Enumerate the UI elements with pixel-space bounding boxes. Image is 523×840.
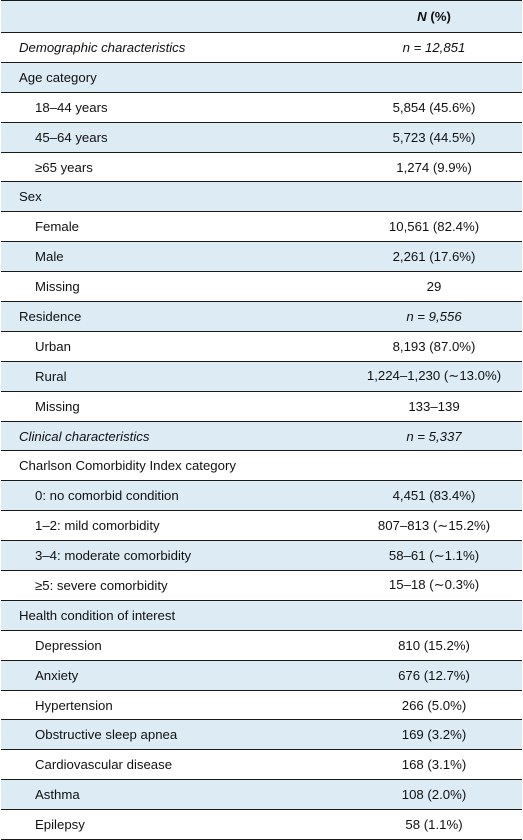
row-value: 266 (5.0%) (346, 689, 522, 720)
row-label: Obstructive sleep apnea (1, 719, 346, 750)
table-row: 3–4: moderate comorbidity 58–61 (∼1.1%) (1, 540, 522, 571)
table-row: Anxiety 676 (12.7%) (1, 659, 522, 691)
table-row: Sex (1, 181, 522, 212)
row-label: Sex (1, 181, 346, 212)
row-value: 5,854 (45.6%) (346, 91, 522, 123)
header-n-symbol: N (417, 9, 427, 24)
table-row: Depression 810 (15.2%) (1, 629, 522, 661)
table-row: 0: no comorbid condition 4,451 (83.4%) (1, 480, 522, 511)
table-row: Residence n = 9,556 (1, 301, 522, 332)
row-label: Depression (1, 629, 346, 661)
row-value: 29 (346, 271, 522, 302)
table-row: 1–2: mild comorbidity 807–813 (∼15.2%) (1, 510, 522, 541)
row-value: 15–18 (∼0.3%) (346, 570, 522, 601)
header-percent-text: (%) (426, 9, 451, 24)
header-label-cell (1, 0, 346, 33)
row-value: n = 9,556 (346, 301, 522, 332)
row-label: 1–2: mild comorbidity (1, 510, 346, 541)
row-value: 1,274 (9.9%) (346, 151, 522, 182)
row-value: 5,723 (44.5%) (346, 121, 522, 153)
table-row: Charlson Comorbidity Index category (1, 450, 522, 481)
row-value: 169 (3.2%) (346, 719, 522, 750)
row-label: Health condition of interest (1, 599, 346, 631)
row-label: ≥65 years (1, 151, 346, 182)
row-value: 2,261 (17.6%) (346, 241, 522, 272)
row-label: 45–64 years (1, 121, 346, 153)
row-value: n = 5,337 (346, 420, 522, 451)
row-value: 10,561 (82.4%) (346, 211, 522, 242)
row-value: 810 (15.2%) (346, 629, 522, 661)
row-label: Charlson Comorbidity Index category (1, 450, 346, 481)
row-value: 807–813 (∼15.2%) (346, 510, 522, 541)
row-label: Missing (1, 271, 346, 302)
row-label: Asthma (1, 779, 346, 810)
row-value: 168 (3.1%) (346, 749, 522, 780)
table-row: Age category (1, 61, 522, 93)
row-value: 1,224–1,230 (∼13.0%) (346, 360, 522, 392)
row-label: Rural (1, 360, 346, 392)
table-row: Rural 1,224–1,230 (∼13.0%) (1, 360, 522, 392)
row-value: 133–139 (346, 390, 522, 422)
table-row: 18–44 years 5,854 (45.6%) (1, 91, 522, 123)
row-value (346, 450, 522, 481)
row-value: 4,451 (83.4%) (346, 480, 522, 511)
table-row: Missing 29 (1, 271, 522, 302)
row-label: Female (1, 211, 346, 242)
table-row: Demographic characteristics n = 12,851 (1, 32, 522, 63)
row-label: Epilepsy (1, 809, 346, 840)
row-value: 108 (2.0%) (346, 779, 522, 810)
row-value: 58 (1.1%) (346, 809, 522, 840)
row-label: ≥5: severe comorbidity (1, 570, 346, 601)
row-label: 18–44 years (1, 91, 346, 123)
row-value (346, 599, 522, 631)
table-row: Female 10,561 (82.4%) (1, 211, 522, 242)
table-row: Obstructive sleep apnea 169 (3.2%) (1, 719, 522, 750)
row-value: 8,193 (87.0%) (346, 330, 522, 362)
table-row: Cardiovascular disease 168 (3.1%) (1, 749, 522, 780)
table-row: Health condition of interest (1, 599, 522, 631)
row-value: 58–61 (∼1.1%) (346, 540, 522, 571)
row-label: Demographic characteristics (1, 32, 346, 63)
row-label: Clinical characteristics (1, 420, 346, 451)
table-row: Clinical characteristics n = 5,337 (1, 420, 522, 451)
row-value (346, 181, 522, 212)
row-value: n = 12,851 (346, 32, 522, 63)
row-label: Residence (1, 301, 346, 332)
table-row: Urban 8,193 (87.0%) (1, 330, 522, 362)
row-label: 3–4: moderate comorbidity (1, 540, 346, 571)
row-value: 676 (12.7%) (346, 659, 522, 691)
row-label: Male (1, 241, 346, 272)
header-n-percent: N (%) (346, 0, 522, 33)
table-row: ≥65 years 1,274 (9.9%) (1, 151, 522, 182)
row-label: 0: no comorbid condition (1, 480, 346, 511)
table-body: Demographic characteristics n = 12,851 Age… (1, 32, 522, 840)
row-label: Age category (1, 61, 346, 93)
row-label: Hypertension (1, 689, 346, 720)
table-header-row: N (%) (1, 0, 522, 33)
table-row: Missing 133–139 (1, 390, 522, 422)
row-value (346, 61, 522, 93)
row-label: Cardiovascular disease (1, 749, 346, 780)
table-row: ≥5: severe comorbidity 15–18 (∼0.3%) (1, 570, 522, 601)
table-row: 45–64 years 5,723 (44.5%) (1, 121, 522, 153)
table-row: Male 2,261 (17.6%) (1, 241, 522, 272)
table-row: Hypertension 266 (5.0%) (1, 689, 522, 720)
row-label: Urban (1, 330, 346, 362)
table-row: Epilepsy 58 (1.1%) (1, 809, 522, 840)
table-row: Asthma 108 (2.0%) (1, 779, 522, 810)
row-label: Anxiety (1, 659, 346, 691)
row-label: Missing (1, 390, 346, 422)
